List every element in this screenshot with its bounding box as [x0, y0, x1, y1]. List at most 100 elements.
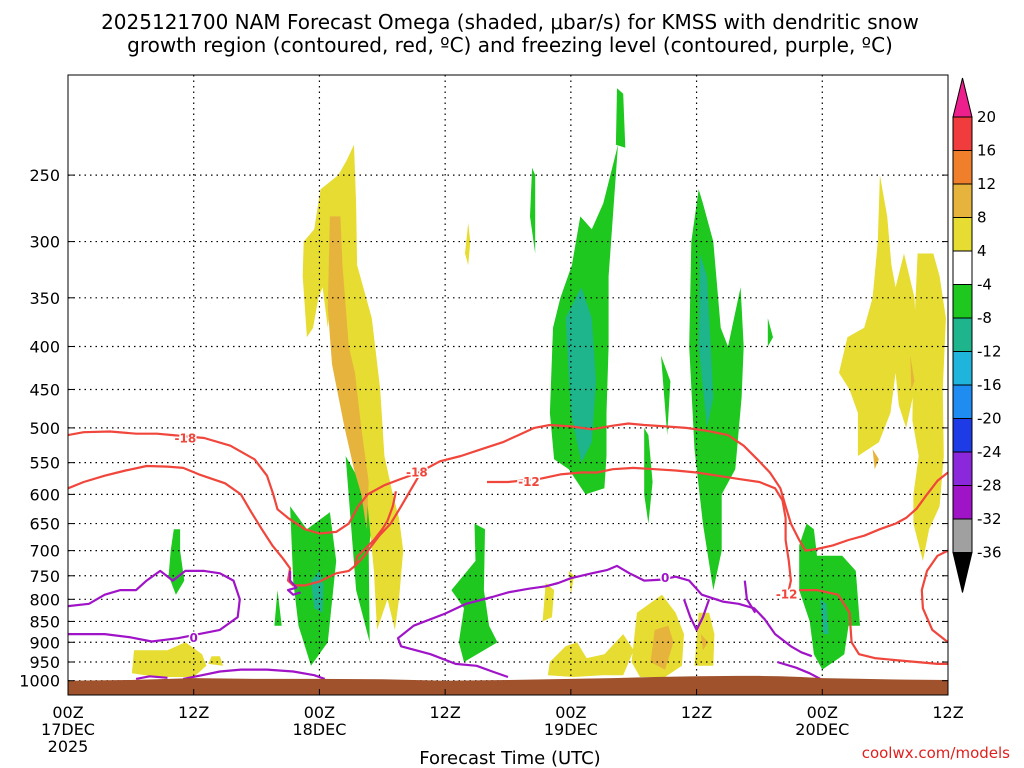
omega-region-ascent-11 [767, 318, 773, 347]
x-tick-label-48-1: 19DEC [544, 720, 598, 739]
purple-contour-label-0: 0 [190, 631, 198, 645]
omega-region-sinking-32 [872, 449, 879, 470]
x-tick-label-48-0: 00Z [555, 703, 586, 722]
y-tick-label-450: 450 [29, 380, 60, 399]
y-tick-label-1000: 1000 [19, 672, 60, 691]
x-tick-label-36-0: 12Z [429, 703, 460, 722]
purple-contour-6 [682, 598, 711, 632]
colorbar: 20 16 12 8 4 -4 -8 -12 -16 -20 -24 -28 -32 -36 [952, 77, 1002, 593]
red-contour-label-1: -18 [406, 465, 428, 479]
y-tick-label-800: 800 [29, 590, 60, 609]
colorbar-label-11: -28 [977, 477, 1002, 495]
purple-contour-7 [743, 580, 757, 614]
y-tick-label-850: 850 [29, 612, 60, 631]
x-tick-label-24-0: 00Z [304, 703, 335, 722]
plot-frame [67, 74, 949, 696]
colorbar-segment-10 [952, 451, 973, 486]
omega-region-sinking-21 [131, 642, 207, 677]
colorbar-label-6: -8 [977, 309, 992, 327]
colorbar-segment-3 [952, 217, 973, 252]
colorbar-label-0: 20 [977, 108, 996, 126]
y-tick-label-650: 650 [29, 515, 60, 534]
red-contour-0 [68, 422, 948, 552]
red-contour-2 [68, 464, 397, 587]
omega-region-sinking-20 [912, 253, 946, 561]
y-tick-label-550: 550 [29, 454, 60, 473]
omega-region-sinking-18 [465, 222, 471, 266]
omega-region-sinking-31 [910, 355, 915, 390]
x-tick-label-12-0: 12Z [178, 703, 209, 722]
purple-contour-1 [182, 668, 326, 680]
colorbar-segment-5 [952, 284, 973, 319]
plot-area [68, 75, 948, 695]
omega-region-ascent-2 [168, 529, 185, 595]
red-contour-label-2: -12 [518, 475, 540, 489]
omega-region-ascent-9 [661, 355, 671, 436]
purple-contour-3 [286, 570, 301, 596]
colorbar-label-12: -32 [977, 510, 1002, 528]
x-tick-label-0-0: 00Z [52, 703, 83, 722]
omega-region-ascent-8 [644, 427, 653, 524]
colorbar-label-4: 4 [977, 242, 987, 260]
colorbar-label-1: 16 [977, 142, 996, 160]
colorbar-segment-0 [952, 116, 973, 151]
purple-contour-label-4: 0 [661, 571, 669, 585]
y-tick-label-950: 950 [29, 653, 60, 672]
red-contour-label-4: -12 [776, 588, 798, 602]
y-axis: 250 300 350 400 450 500 550 600 650 700 750 800 850 9… [19, 166, 948, 691]
colorbar-segment-6 [952, 317, 973, 352]
x-tick-label-0-1: 17DEC [41, 720, 95, 739]
terrain-surface [68, 675, 948, 695]
omega-region-ascent-1 [274, 590, 282, 626]
credit-label: coolwx.com/models [862, 744, 1010, 762]
colorbar-label-7: -12 [977, 343, 1002, 361]
x-tick-label-60-0: 12Z [681, 703, 712, 722]
omega-region-sinking-28 [327, 216, 369, 530]
colorbar-segment-12 [952, 518, 973, 553]
y-tick-label-600: 600 [29, 485, 60, 504]
y-tick-label-900: 900 [29, 633, 60, 652]
colorbar-label-8: -16 [977, 376, 1002, 394]
contour-layer [68, 422, 948, 680]
colorbar-label-5: -4 [977, 276, 992, 294]
omega-region-ascent-7 [615, 88, 626, 148]
y-tick-label-750: 750 [29, 567, 60, 586]
colorbar-segment-11 [952, 485, 973, 520]
colorbar-segment-8 [952, 384, 973, 419]
omega-shading-layer [131, 88, 946, 677]
y-tick-label-250: 250 [29, 166, 60, 185]
x-axis-label: Forecast Time (UTC) [419, 748, 600, 768]
purple-contour-2 [135, 675, 168, 680]
purple-contour-4 [396, 564, 813, 679]
x-tick-label-24-1: 18DEC [292, 720, 346, 739]
red-contour-1 [354, 475, 420, 567]
red-contour-label-0: -18 [174, 432, 196, 446]
omega-region-sinking-22 [208, 656, 223, 666]
chart-title-line-1: 2025121700 NAM Forecast Omega (shaded, μ… [101, 10, 919, 34]
y-tick-label-700: 700 [29, 542, 60, 561]
colorbar-segment-4 [952, 250, 973, 285]
omega-region-ascent-13 [565, 287, 596, 463]
colorbar-bottom-arrow [952, 552, 973, 593]
y-tick-label-300: 300 [29, 233, 60, 252]
omega-region-sinking-24 [542, 583, 555, 622]
x-tick-label-72-1: 20DEC [795, 720, 849, 739]
red-contour-4 [799, 588, 948, 666]
red-contour-label-3: -12 [518, 475, 540, 489]
terrain-layer [68, 675, 948, 695]
colorbar-label-10: -24 [977, 443, 1002, 461]
colorbar-label-9: -20 [977, 410, 1002, 428]
purple-contour-5 [776, 660, 821, 680]
chart-title-line-2: growth region (contoured, red, ºC) and f… [127, 33, 893, 57]
omega-region-ascent-14 [698, 253, 714, 428]
colorbar-segment-2 [952, 183, 973, 218]
y-tick-label-400: 400 [29, 338, 60, 357]
red-contour-5 [920, 549, 948, 644]
colorbar-label-13: -36 [977, 544, 1002, 562]
omega-region-sinking-23 [547, 634, 634, 677]
omega-region-ascent-6 [530, 167, 536, 254]
omega-region-ascent-4 [451, 523, 498, 662]
